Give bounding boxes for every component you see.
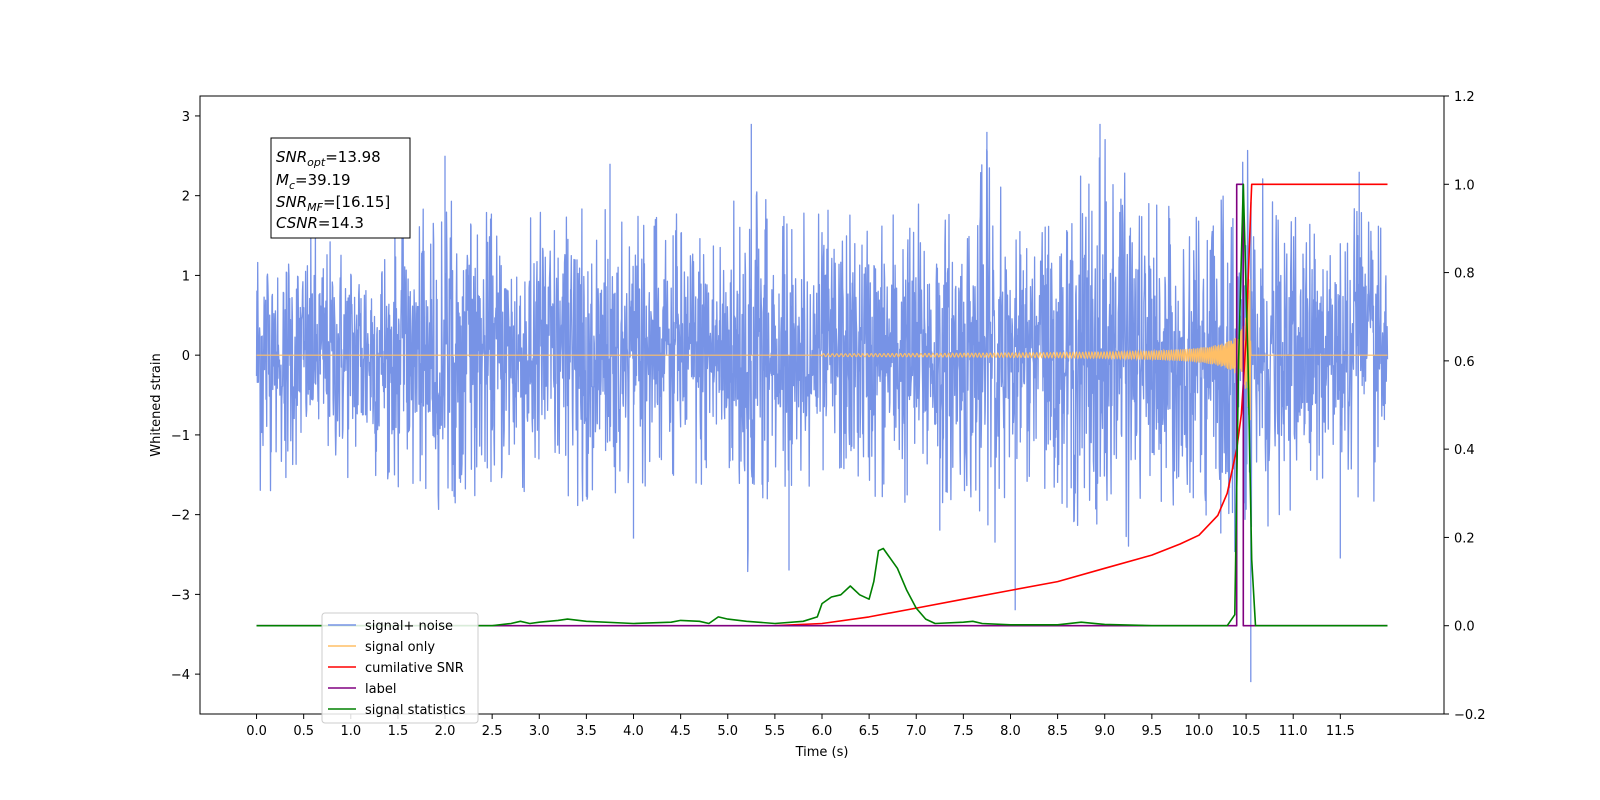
x-tick-label: 7.5 [953, 724, 974, 739]
y-tick-label: −2 [171, 509, 190, 524]
y2-tick-label: 1.2 [1454, 90, 1475, 105]
annotation-box: SNRopt=13.98 Mc=39.19 SNRMF=[16.15] CSNR… [270, 137, 411, 239]
y2-tick-label: 0.4 [1454, 443, 1475, 458]
x-tick-label: 6.0 [812, 724, 833, 739]
annotation-frame [270, 137, 411, 239]
x-tick-label: 2.5 [482, 724, 503, 739]
x-tick-label: 1.5 [388, 724, 409, 739]
series-signal-only [256, 279, 1388, 427]
legend-label-signal-statistics: signal statistics [365, 703, 466, 718]
y2-tick-label: 0.8 [1454, 267, 1475, 282]
x-tick-label: 0.0 [246, 724, 267, 739]
y2-tick-label: 1.0 [1454, 178, 1475, 193]
annotation-line-mc: Mc=39.19 [276, 171, 351, 192]
y-axis-left: 3 2 1 0 −1 −2 −3 −4 [171, 110, 200, 683]
legend: signal+ noise signal only cumilative SNR… [321, 612, 479, 724]
x-tick-label: 2.0 [435, 724, 456, 739]
legend-label-signal-noise: signal+ noise [365, 619, 453, 634]
x-tick-label: 1.0 [340, 724, 361, 739]
annotation-line-snr-opt: SNRopt=13.98 [276, 148, 381, 169]
x-tick-label: 10.0 [1184, 724, 1213, 739]
x-tick-label: 8.0 [1000, 724, 1021, 739]
annotation-line-snr-mf: SNRMF=[16.15] [276, 193, 390, 214]
series-layer [255, 123, 1389, 683]
x-tick-label: 6.5 [859, 724, 880, 739]
x-tick-label: 4.5 [670, 724, 691, 739]
series-signal-statistics [256, 183, 1388, 627]
legend-label-signal-only: signal only [365, 640, 435, 655]
y2-tick-label: 0.6 [1454, 355, 1475, 370]
y-tick-label: −4 [171, 668, 190, 683]
y2-tick-label: −0.2 [1454, 708, 1486, 723]
y-tick-label: 1 [182, 269, 190, 284]
y-tick-label: 2 [182, 190, 190, 205]
y-tick-label: 3 [182, 110, 190, 125]
x-tick-label: 3.5 [576, 724, 597, 739]
legend-frame [321, 612, 479, 724]
y2-tick-label: 0.0 [1454, 620, 1475, 635]
x-tick-label: 8.5 [1047, 724, 1068, 739]
x-tick-label: 0.5 [293, 724, 314, 739]
x-tick-label: 4.0 [623, 724, 644, 739]
series-signal-noise [255, 123, 1389, 683]
x-tick-label: 7.0 [906, 724, 927, 739]
x-axis-label: Time (s) [795, 745, 849, 760]
annotation-line-csnr: CSNR=14.3 [276, 214, 364, 232]
x-tick-label: 11.0 [1279, 724, 1308, 739]
legend-label-label: label [365, 682, 396, 697]
y-tick-label: −1 [171, 429, 190, 444]
x-tick-label: 10.5 [1232, 724, 1261, 739]
x-tick-label: 9.5 [1142, 724, 1163, 739]
y2-tick-label: 0.2 [1454, 531, 1475, 546]
x-tick-label: 11.5 [1326, 724, 1355, 739]
y-tick-label: 0 [182, 349, 190, 364]
x-tick-label: 3.0 [529, 724, 550, 739]
legend-label-cumulative-snr: cumilative SNR [365, 661, 464, 676]
y-tick-label: −3 [171, 588, 190, 603]
x-tick-label: 5.5 [765, 724, 786, 739]
x-tick-label: 9.0 [1094, 724, 1115, 739]
x-axis: 0.0 0.5 1.0 1.5 2.0 2.5 3.0 3.5 4.0 4.5 5.0 5.5 6.0 6… [246, 714, 1355, 739]
x-tick-label: 5.0 [717, 724, 738, 739]
y-axis-label: Whitened strain [149, 353, 164, 456]
y-axis-right: 1.2 1.0 0.8 0.6 0.4 0.2 0.0 −0.2 [1444, 90, 1486, 723]
